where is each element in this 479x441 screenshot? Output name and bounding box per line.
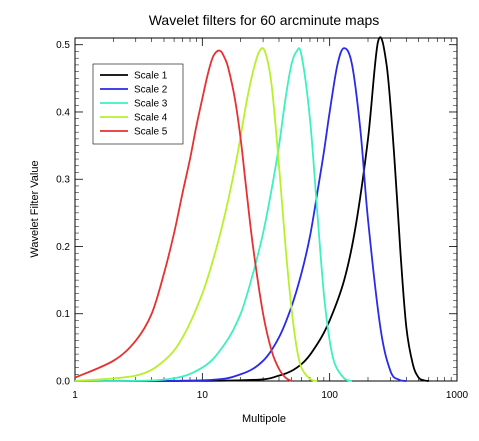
series-line-scale-2 [74,47,407,382]
y-tick-label: 0.5 [56,40,70,51]
y-tick-label: 0.4 [56,107,70,118]
y-tick-labels: 0.0 0.1 0.2 0.3 0.4 0.5 [56,40,70,387]
y-tick-label: 0.0 [56,377,70,388]
y-tick-label: 0.3 [56,175,70,186]
legend-label-scale-2: Scale 2 [134,85,168,96]
legend-label-scale-4: Scale 4 [134,113,168,124]
x-tick-label: 100 [321,390,338,401]
x-tick-label: 1 [72,390,78,401]
series-line-scale-4 [74,47,318,382]
x-tick-label: 10 [197,390,209,401]
series-lines [74,36,429,382]
axis-ticks [74,38,458,382]
series-line-scale-3 [74,47,353,382]
series-line-scale-1 [74,36,429,382]
series-line-scale-5 [74,49,292,382]
y-axis-label: Wavelet Filter Value [29,160,41,257]
legend: Scale 1 Scale 2 Scale 3 Scale 4 Scale 5 [92,63,184,145]
chart-title: Wavelet filters for 60 arcminute maps [149,12,380,28]
x-axis-label: Multipole [242,413,286,425]
y-tick-label: 0.2 [56,242,70,253]
x-tick-labels: 1 10 100 1000 [72,390,468,401]
plot-area [74,36,458,382]
legend-label-scale-1: Scale 1 [134,71,168,82]
y-tick-label: 0.1 [56,309,70,320]
x-tick-label: 1000 [446,390,469,401]
legend-label-scale-3: Scale 3 [134,99,168,110]
legend-label-scale-5: Scale 5 [134,127,168,138]
plot-frame [74,37,458,382]
